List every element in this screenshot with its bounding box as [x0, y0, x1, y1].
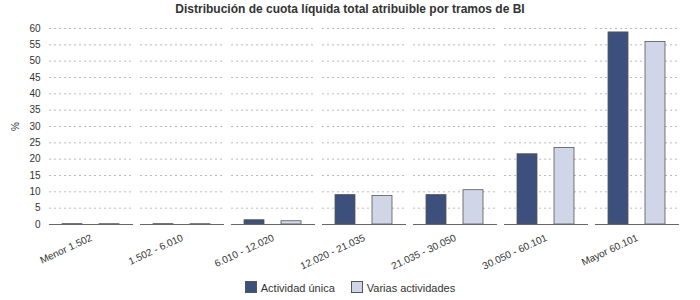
- svg-text:40: 40: [29, 88, 41, 99]
- svg-text:6.010 - 12.020: 6.010 - 12.020: [213, 232, 277, 269]
- svg-text:50: 50: [29, 55, 41, 66]
- svg-text:55: 55: [29, 39, 41, 50]
- svg-text:5: 5: [35, 202, 41, 213]
- svg-text:30: 30: [29, 121, 41, 132]
- svg-text:15: 15: [29, 170, 41, 181]
- svg-text:1.502 - 6.010: 1.502 - 6.010: [127, 232, 185, 267]
- svg-text:25: 25: [29, 137, 41, 148]
- svg-text:10: 10: [29, 186, 41, 197]
- svg-text:60: 60: [29, 23, 41, 34]
- svg-text:30.050 - 60.101: 30.050 - 60.101: [481, 232, 550, 272]
- html-text:Varias actividades: Varias actividades: [366, 281, 456, 294]
- svg-text:21.035 - 30.050: 21.035 - 30.050: [390, 232, 459, 272]
- html-text:Distribución de cuota líquida: Distribución de cuota líquida total atri…: [175, 2, 525, 16]
- svg-text:20: 20: [29, 153, 41, 164]
- svg-text:12.020 - 21.035: 12.020 - 21.035: [299, 232, 368, 272]
- svg-text:Mayor 60.101: Mayor 60.101: [580, 232, 640, 268]
- svg-text:35: 35: [29, 104, 41, 115]
- svg-text:%: %: [10, 122, 21, 131]
- svg-text:0: 0: [35, 219, 41, 230]
- svg-text:Menor 1.502: Menor 1.502: [38, 232, 94, 266]
- svg-text:45: 45: [29, 72, 41, 83]
- html-text:Actividad única: Actividad única: [260, 281, 335, 294]
